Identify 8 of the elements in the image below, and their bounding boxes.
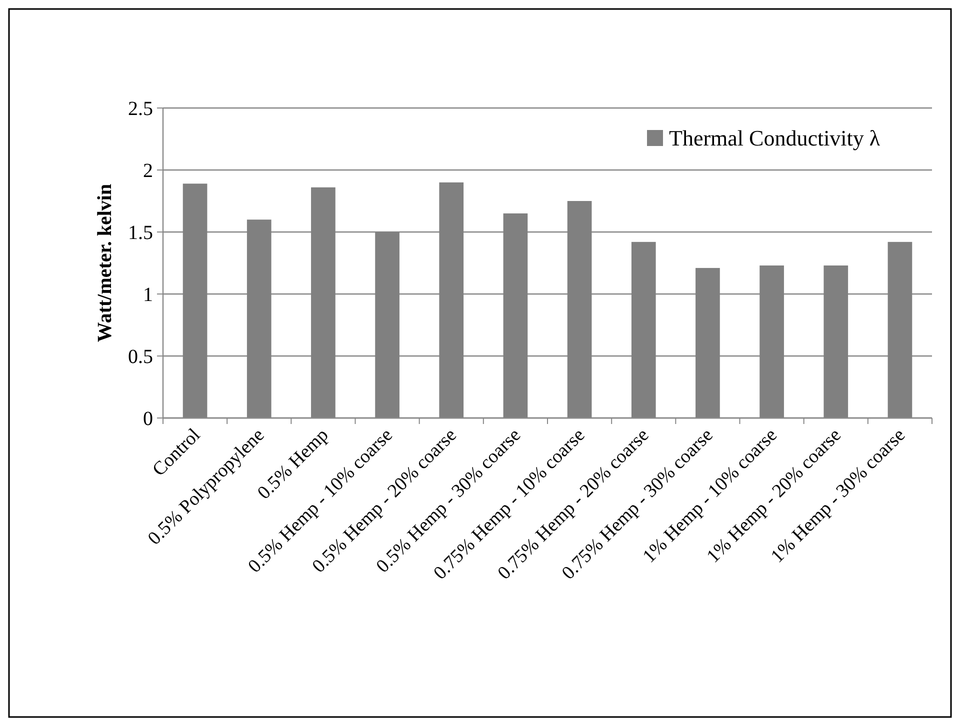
legend-label: Thermal Conductivity λ xyxy=(669,126,880,151)
y-tick-label: 2.5 xyxy=(128,98,153,120)
y-tick-label: 1.5 xyxy=(128,222,153,244)
y-axis-title: Watt/meter. kelvin xyxy=(94,184,116,342)
y-tick-label: 0 xyxy=(143,408,153,430)
y-tick-label: 1 xyxy=(143,284,153,306)
y-tick-label: 0.5 xyxy=(128,346,153,368)
y-tick-label: 2 xyxy=(143,160,153,182)
